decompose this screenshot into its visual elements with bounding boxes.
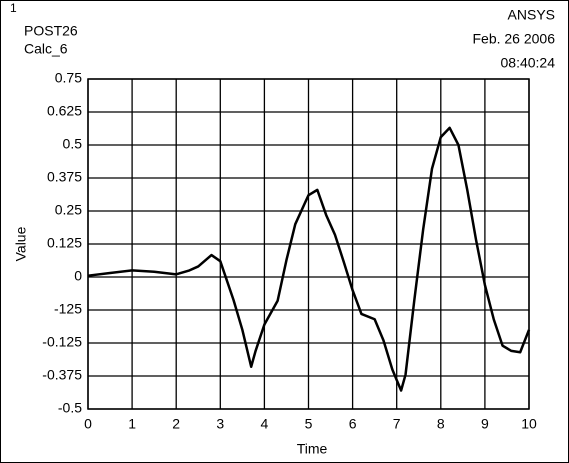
x-tick-label: 6 [349, 416, 357, 432]
y-tick-label: 0.375 [47, 169, 82, 185]
date: Feb. 26 2006 [472, 31, 555, 47]
y-tick-label: 0.625 [47, 103, 82, 119]
chart-subtitle: Calc_6 [24, 41, 68, 57]
y-tick-label: -0.375 [42, 367, 82, 383]
y-tick-label: 0.125 [47, 235, 82, 251]
x-tick-label: 4 [261, 416, 269, 432]
y-tick-label: 0.25 [55, 202, 82, 218]
x-tick-label: 2 [172, 416, 180, 432]
x-tick-label: 0 [84, 416, 92, 432]
plot-frame [87, 78, 530, 410]
x-tick-label: 9 [481, 416, 489, 432]
y-tick-label: 0.5 [63, 136, 83, 152]
x-axis-label: Time [297, 441, 328, 457]
x-tick-label: 8 [437, 416, 445, 432]
x-tick-label: 1 [128, 416, 136, 432]
software: ANSYS [508, 7, 555, 23]
y-tick-label: -0.125 [42, 334, 82, 350]
x-tick-label: 5 [305, 416, 313, 432]
x-tick-label: 3 [216, 416, 224, 432]
x-tick-label: 10 [521, 416, 537, 432]
x-tick-label: 7 [393, 416, 401, 432]
y-tick-label: -125 [54, 301, 82, 317]
y-tick-label: 0 [74, 268, 82, 284]
chart-title: POST26 [24, 23, 78, 39]
data-line [87, 126, 531, 392]
time: 08:40:24 [501, 55, 556, 71]
y-tick-label: -0.5 [58, 400, 82, 416]
y-tick-label: 0.75 [55, 70, 82, 86]
plot-number: 1 [10, 1, 17, 15]
y-axis-label: Value [13, 226, 29, 261]
